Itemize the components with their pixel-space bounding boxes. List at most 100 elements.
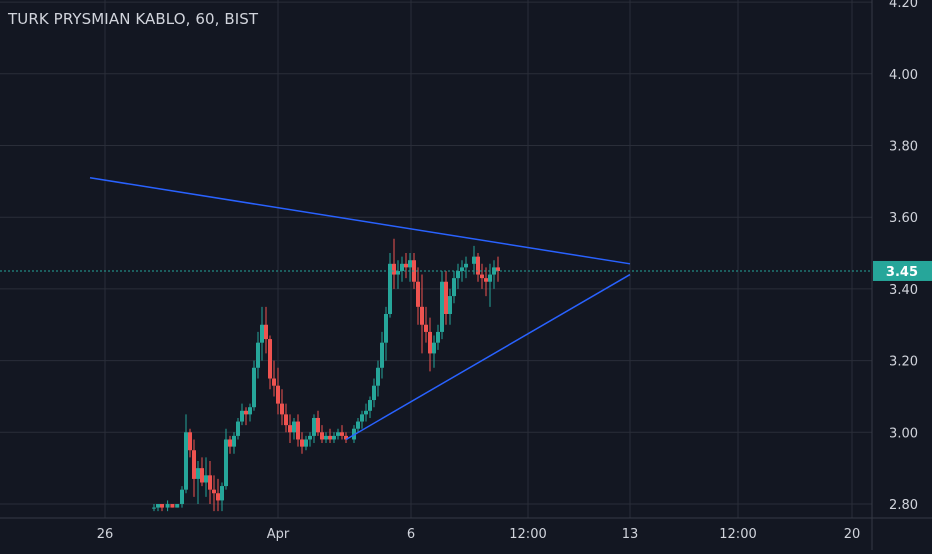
y-tick-label: 3.00 xyxy=(889,426,918,441)
candle-body[interactable] xyxy=(252,367,256,408)
candle-body[interactable] xyxy=(276,385,280,404)
candle-body[interactable] xyxy=(236,421,240,436)
candle-body[interactable] xyxy=(416,281,420,307)
candle-body[interactable] xyxy=(472,256,476,264)
candle-body[interactable] xyxy=(232,435,236,447)
x-tick-label: 12:00 xyxy=(509,527,546,542)
candle-body[interactable] xyxy=(256,342,260,368)
candle-body[interactable] xyxy=(356,421,360,429)
candle-body[interactable] xyxy=(204,475,208,483)
candle-body[interactable] xyxy=(476,256,480,275)
candle-body[interactable] xyxy=(428,331,432,354)
candle-body[interactable] xyxy=(464,263,468,268)
candle-body[interactable] xyxy=(496,267,500,271)
y-tick-label: 3.80 xyxy=(889,140,918,155)
candle-body[interactable] xyxy=(188,432,192,451)
candle-body[interactable] xyxy=(316,417,320,433)
candle-body[interactable] xyxy=(380,342,384,368)
candle-body[interactable] xyxy=(244,410,248,415)
candle-body[interactable] xyxy=(160,504,164,508)
candle-body[interactable] xyxy=(170,504,175,508)
candle-body[interactable] xyxy=(440,281,444,332)
candle-body[interactable] xyxy=(180,489,184,504)
candle-body[interactable] xyxy=(165,504,170,508)
candle-body[interactable] xyxy=(284,414,288,426)
y-tick-label: 3.60 xyxy=(889,211,918,226)
candle-body[interactable] xyxy=(392,263,396,275)
candle-body[interactable] xyxy=(420,306,424,325)
candle-body[interactable] xyxy=(208,475,212,490)
candle-body[interactable] xyxy=(288,425,292,433)
x-tick-label: 6 xyxy=(407,527,415,542)
candle-body[interactable] xyxy=(376,367,380,386)
candle-body[interactable] xyxy=(292,421,296,433)
candle-body[interactable] xyxy=(300,439,304,447)
candle-body[interactable] xyxy=(460,267,464,271)
candle-body[interactable] xyxy=(384,313,388,343)
candle-body[interactable] xyxy=(432,342,436,354)
candle-body[interactable] xyxy=(448,296,452,314)
x-tick-label: 26 xyxy=(97,527,114,542)
candle-body[interactable] xyxy=(332,435,336,440)
candle-body[interactable] xyxy=(220,486,224,501)
candle-body[interactable] xyxy=(360,414,364,422)
candle-body[interactable] xyxy=(368,400,372,411)
candle-body[interactable] xyxy=(328,435,332,440)
candle-body[interactable] xyxy=(412,260,416,282)
candle-body[interactable] xyxy=(424,324,428,332)
candle-body[interactable] xyxy=(304,439,308,447)
candle-body[interactable] xyxy=(264,324,268,340)
candle-body[interactable] xyxy=(240,410,244,422)
candle-body[interactable] xyxy=(492,267,496,275)
candle-body[interactable] xyxy=(436,331,440,343)
candle-body[interactable] xyxy=(312,417,316,436)
y-tick-label: 4.20 xyxy=(889,0,918,11)
candle-body[interactable] xyxy=(200,468,204,483)
candle-body[interactable] xyxy=(488,274,492,282)
candle-body[interactable] xyxy=(296,421,300,440)
candle-body[interactable] xyxy=(484,278,488,282)
candle-body[interactable] xyxy=(280,403,284,415)
candle-body[interactable] xyxy=(308,435,312,440)
candle-body[interactable] xyxy=(444,281,448,314)
candle-body[interactable] xyxy=(268,339,272,379)
candle-body[interactable] xyxy=(175,504,180,508)
candle-body[interactable] xyxy=(400,263,404,271)
candle-body[interactable] xyxy=(452,278,456,297)
x-tick-label: Apr xyxy=(267,527,290,542)
candle-body[interactable] xyxy=(272,378,276,386)
candle-body[interactable] xyxy=(408,260,412,268)
y-tick-label: 4.00 xyxy=(889,68,918,83)
candle-body[interactable] xyxy=(388,263,392,314)
candle-body[interactable] xyxy=(192,450,196,479)
y-tick-label: 2.80 xyxy=(889,498,918,513)
last-price-label: 3.45 xyxy=(886,265,918,280)
candle-body[interactable] xyxy=(196,468,200,479)
candle-body[interactable] xyxy=(156,504,160,508)
candle-body[interactable] xyxy=(216,493,220,501)
candle-body[interactable] xyxy=(228,439,232,447)
candle-body[interactable] xyxy=(456,270,460,279)
candle-body[interactable] xyxy=(248,407,252,415)
candle-body[interactable] xyxy=(364,410,368,415)
candle-body[interactable] xyxy=(212,489,216,494)
trendline-lower[interactable] xyxy=(345,273,631,441)
candle-body[interactable] xyxy=(480,274,484,279)
trendline-upper[interactable] xyxy=(89,177,631,265)
candle-body[interactable] xyxy=(336,432,340,436)
candle-body[interactable] xyxy=(396,270,400,275)
y-tick-label: 3.40 xyxy=(889,283,918,298)
candle-body[interactable] xyxy=(260,324,264,343)
candle-body[interactable] xyxy=(152,507,156,509)
candle-body[interactable] xyxy=(184,432,188,490)
candle-body[interactable] xyxy=(340,432,344,436)
candle-body[interactable] xyxy=(324,435,328,440)
candle-body[interactable] xyxy=(404,263,408,268)
candle-body[interactable] xyxy=(344,435,348,440)
candle-body[interactable] xyxy=(320,432,324,440)
candle-body[interactable] xyxy=(372,385,376,401)
y-tick-label: 3.20 xyxy=(889,355,918,370)
candle-body[interactable] xyxy=(224,439,228,487)
